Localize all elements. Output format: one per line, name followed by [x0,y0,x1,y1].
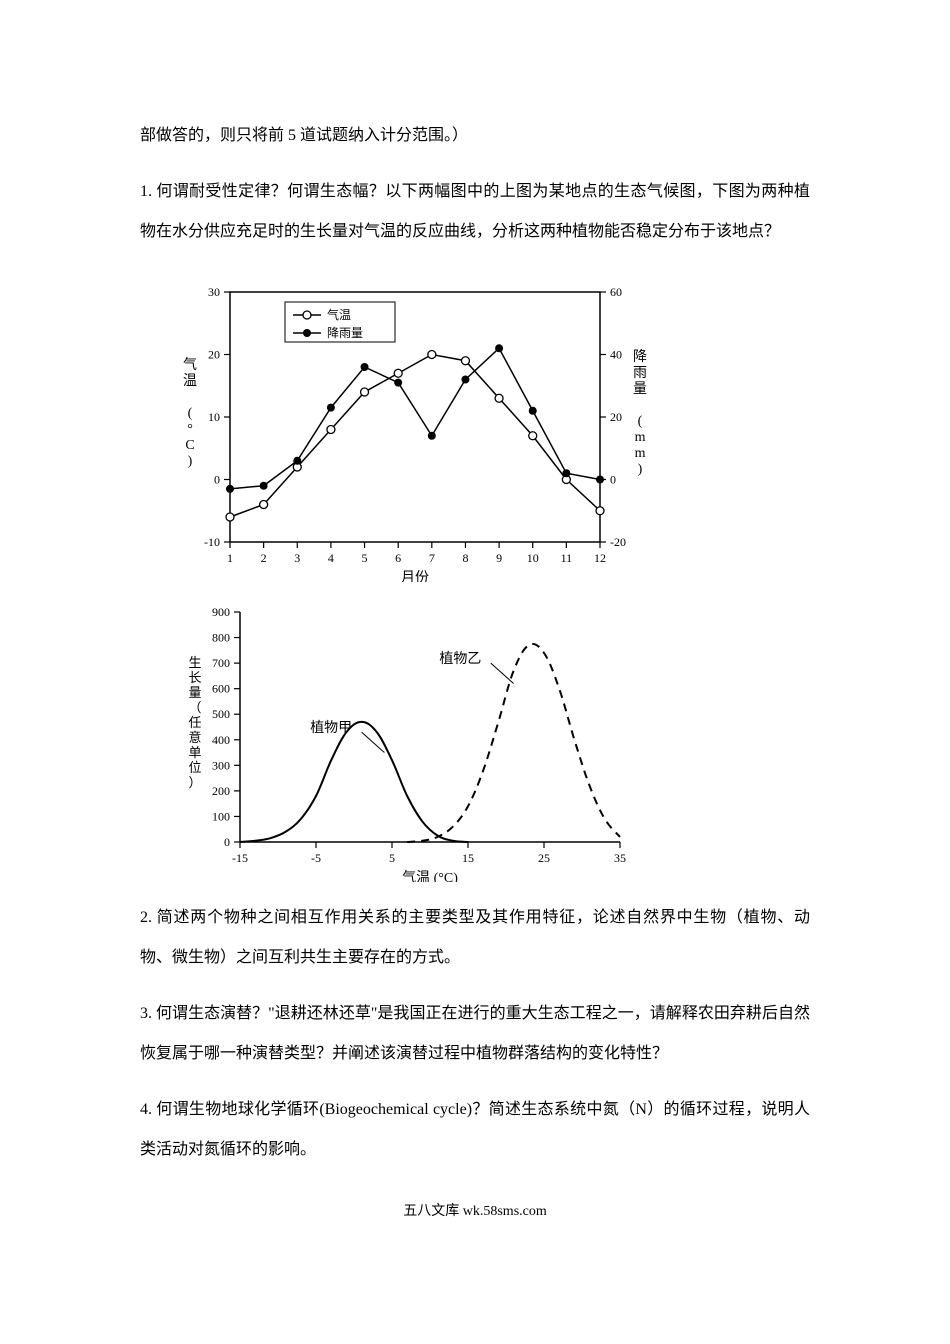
svg-text:11: 11 [561,551,573,565]
svg-text:量: 量 [188,685,201,700]
svg-text:20: 20 [610,410,622,424]
svg-text:60: 60 [610,285,622,299]
svg-text:温: 温 [183,373,197,389]
svg-text:10: 10 [208,410,220,424]
svg-text:量: 量 [633,381,647,397]
svg-text:40: 40 [610,348,622,362]
svg-text:500: 500 [212,707,230,721]
growth-chart: 0 100 200 300 400 500 600 700 800 900 -15 -5 5 15 25 35… [170,602,810,882]
svg-text:10: 10 [527,551,539,565]
svg-text:700: 700 [212,656,230,670]
question-1: 1. 何谓耐受性定律？何谓生态幅？以下两幅图中的上图为某地点的生态气候图，下图为… [140,172,810,252]
svg-text:意: 意 [188,730,201,745]
svg-text:400: 400 [212,733,230,747]
svg-text:15: 15 [462,851,474,865]
svg-text:6: 6 [395,551,401,565]
svg-text:4: 4 [328,551,334,565]
growth-chart-svg: 0 100 200 300 400 500 600 700 800 900 -15 -5 5 15 25 35… [170,602,650,882]
svg-text:(: ( [638,414,643,429]
svg-text:植物甲: 植物甲 [310,720,352,736]
paragraph-intro: 部做答的，则只将前 5 道试题纳入计分范围。） [140,116,810,156]
svg-text:单: 单 [188,745,201,760]
svg-text:°: ° [187,422,193,437]
svg-text:任: 任 [188,715,201,730]
svg-text:m: m [635,430,646,445]
svg-text:20: 20 [208,348,220,362]
svg-text:雨: 雨 [633,366,647,381]
svg-text:气温: 气温 [327,307,351,322]
svg-text:25: 25 [538,851,550,865]
svg-text:气: 气 [183,357,197,373]
svg-text:200: 200 [212,784,230,798]
svg-text:气温 (°C): 气温 (°C) [402,870,458,882]
svg-text:长: 长 [188,670,201,685]
svg-text:0: 0 [610,473,616,487]
svg-text:2: 2 [261,551,267,565]
climate-chart: -100102030-200204060123456789101112月份气温 … [170,272,810,582]
svg-text:植物乙: 植物乙 [439,651,481,667]
svg-text:C: C [185,438,194,453]
svg-text:35: 35 [614,851,626,865]
svg-text:-10: -10 [204,535,220,549]
svg-text:）: ） [188,775,201,790]
question-4: 4. 何谓生物地球化学循环(Biogeochemical cycle)？简述生态… [140,1090,810,1170]
svg-text:5: 5 [362,551,368,565]
question-2: 2. 简述两个物种之间相互作用关系的主要类型及其作用特征，论述自然界中生物（植物… [140,898,810,978]
svg-text:300: 300 [212,758,230,772]
svg-text:800: 800 [212,631,230,645]
climate-chart-svg: -100102030-200204060123456789101112月份气温 … [170,272,650,582]
svg-text:位: 位 [188,760,201,775]
svg-text:12: 12 [594,551,606,565]
svg-text:1: 1 [227,551,233,565]
svg-text:9: 9 [496,551,502,565]
svg-text:900: 900 [212,605,230,619]
document-page: 部做答的，则只将前 5 道试题纳入计分范围。） 1. 何谓耐受性定律？何谓生态幅… [0,0,950,1280]
svg-text:降雨量: 降雨量 [327,326,363,340]
svg-text:月份: 月份 [401,570,429,582]
svg-text:（: （ [188,700,201,715]
question-3: 3. 何谓生态演替？"退耕还林还草"是我国正在进行的重大生态工程之一，请解释农田… [140,994,810,1074]
svg-text:7: 7 [429,551,435,565]
svg-text:降: 降 [633,349,647,365]
svg-text:-5: -5 [311,851,321,865]
svg-text:m: m [635,446,646,461]
svg-text:5: 5 [389,851,395,865]
svg-text:0: 0 [214,473,220,487]
svg-text:-20: -20 [610,535,626,549]
svg-text:0: 0 [224,835,230,849]
svg-text:8: 8 [462,551,468,565]
svg-text:100: 100 [212,809,230,823]
page-footer: 五八文库 wk.58sms.com [140,1200,810,1220]
svg-text:): ) [188,454,193,469]
svg-text:(: ( [188,406,193,421]
svg-text:-15: -15 [232,851,248,865]
svg-text:3: 3 [294,551,300,565]
svg-text:生: 生 [188,655,201,670]
svg-text:30: 30 [208,285,220,299]
svg-text:): ) [638,462,643,477]
svg-text:600: 600 [212,682,230,696]
